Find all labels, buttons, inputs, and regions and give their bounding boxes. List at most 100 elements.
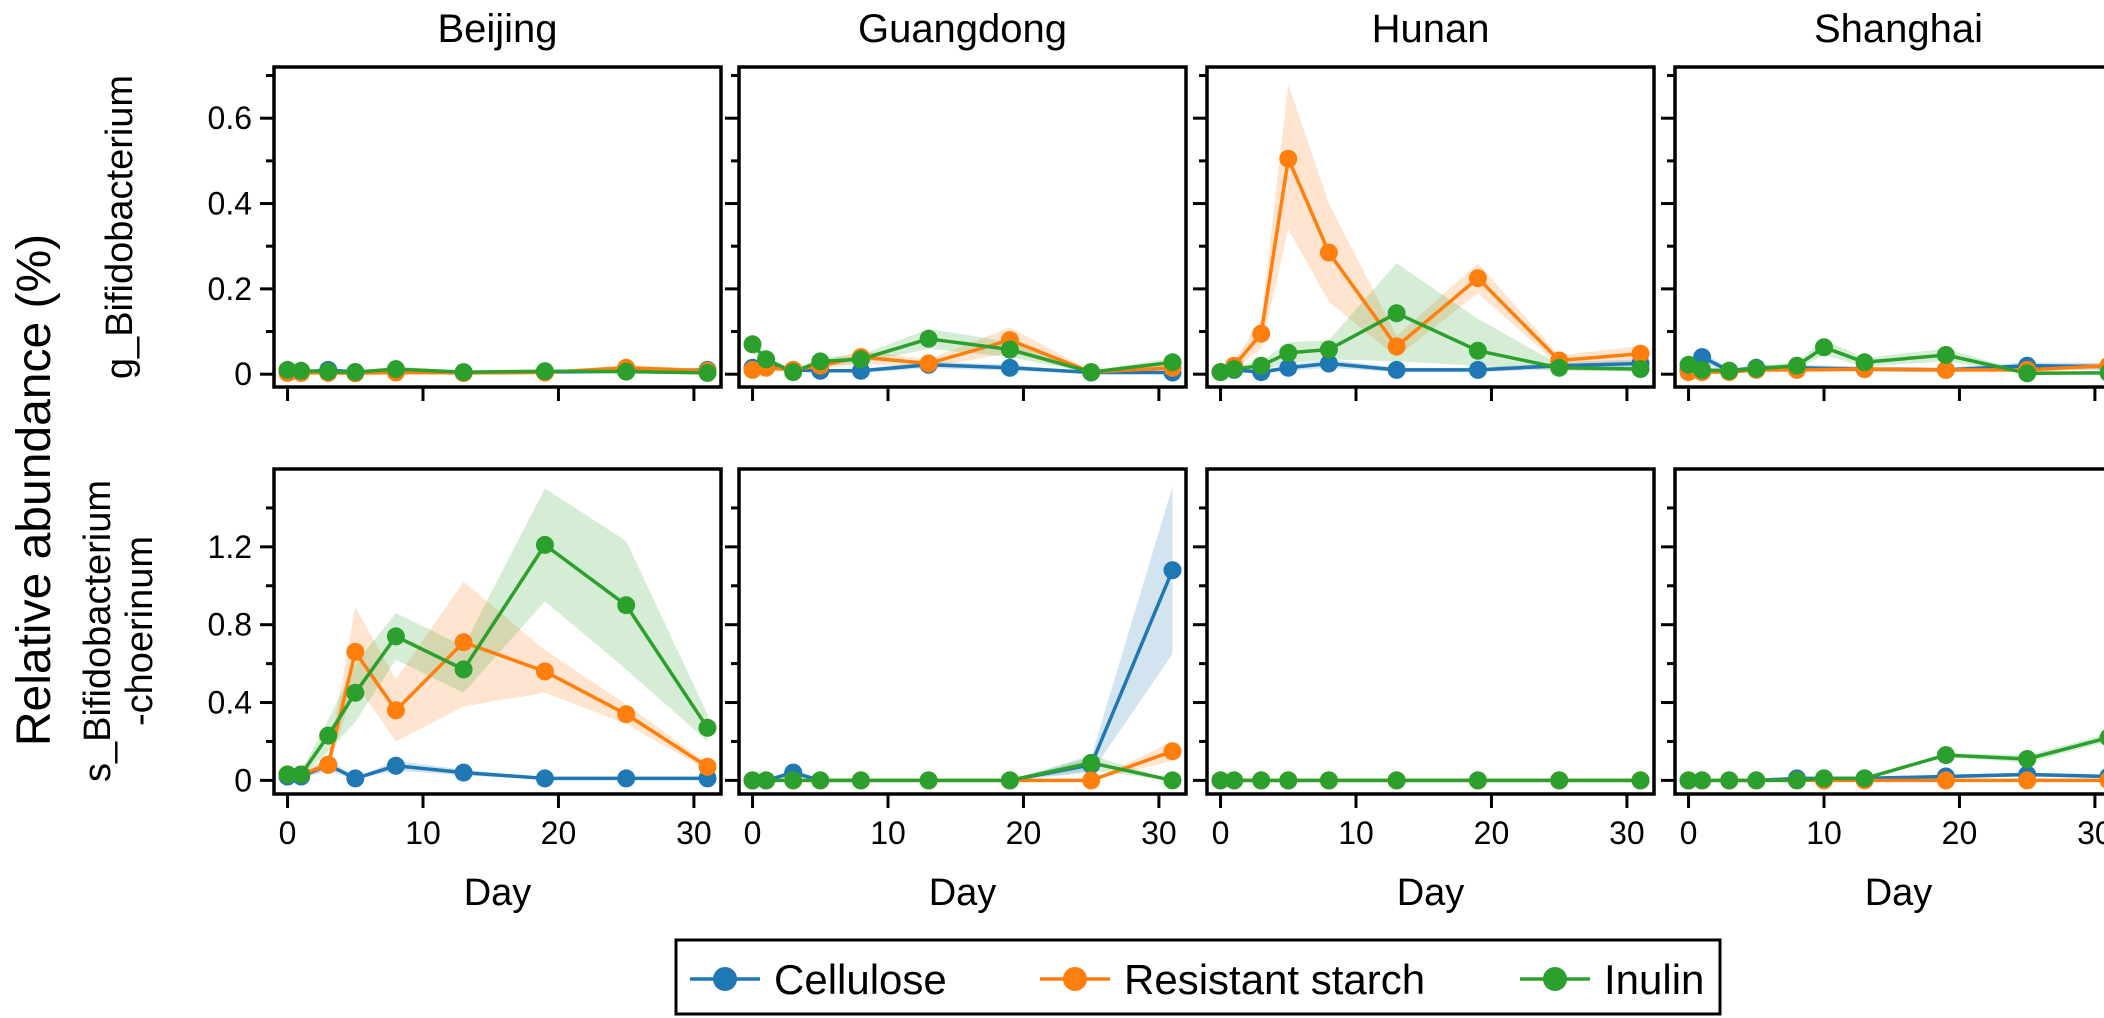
plot-frame xyxy=(272,65,723,389)
data-point-inulin xyxy=(319,362,338,381)
plot-frame xyxy=(1673,467,2104,796)
data-point-cellulose xyxy=(1163,561,1182,580)
data-point-resistant-starch xyxy=(386,701,405,720)
data-point-inulin xyxy=(919,329,938,348)
data-point-inulin xyxy=(1720,361,1739,380)
row-label: g_Bifidobacterium xyxy=(99,75,141,379)
data-point-resistant-starch xyxy=(454,633,473,652)
data-point-inulin xyxy=(1815,769,1833,788)
series-line-cellulose xyxy=(752,569,1175,783)
data-point-inulin xyxy=(1211,771,1230,790)
y-tick-label: 0 xyxy=(234,762,252,798)
y-axis-label: Relative abundance (%) xyxy=(8,234,61,746)
data-point-resistant-starch xyxy=(1631,344,1650,363)
x-tick-label: 10 xyxy=(1806,815,1842,851)
data-point-inulin xyxy=(1000,340,1019,359)
x-tick-label: 0 xyxy=(1680,815,1698,851)
data-point-inulin xyxy=(1468,771,1487,790)
data-point-inulin xyxy=(346,363,365,382)
plot-frame xyxy=(1673,65,2104,389)
data-point-inulin xyxy=(454,363,473,382)
data-point-cellulose xyxy=(1468,360,1487,379)
data-point-cellulose xyxy=(617,769,636,788)
data-point-inulin xyxy=(535,362,554,381)
panel-beijing-row1: 0 10 20 30 0 0.4 0.8 1.2 Day xyxy=(208,467,723,914)
data-point-inulin xyxy=(1747,771,1766,790)
data-point-inulin xyxy=(1693,360,1712,379)
data-point-inulin xyxy=(1468,341,1487,360)
data-point-inulin xyxy=(346,683,365,702)
data-point-inulin xyxy=(617,596,636,615)
panel-shanghai-row0: Shanghai xyxy=(1661,7,2104,401)
band-resistant-starch xyxy=(1220,84,1641,374)
data-point-inulin xyxy=(2018,364,2037,383)
panel-grid: 0 0.2 0.4 0.6 Beijing Guangdong Hunan Shanghai 0… xyxy=(208,7,2104,914)
data-point-resistant-starch xyxy=(1279,149,1298,168)
legend-marker xyxy=(1063,967,1087,991)
y-tick-label: 0 xyxy=(234,356,252,392)
y-tick-label: 1.2 xyxy=(208,529,252,565)
data-point-inulin xyxy=(1693,771,1712,790)
data-point-resistant-starch xyxy=(1468,269,1487,288)
data-point-inulin xyxy=(698,363,717,382)
x-tick-label: 10 xyxy=(1338,815,1374,851)
series-line-inulin xyxy=(1688,736,2104,783)
legend-entry-cellulose: Cellulose xyxy=(690,956,947,1003)
legend-entry-resistant-starch: Resistant starch xyxy=(1040,956,1425,1003)
data-point-resistant-starch xyxy=(2018,771,2037,790)
y-tick-label: 0.8 xyxy=(208,607,252,643)
data-point-resistant-starch xyxy=(1936,771,1955,790)
data-point-inulin xyxy=(1225,771,1244,790)
data-point-inulin xyxy=(1631,771,1650,790)
x-tick-label: 20 xyxy=(1474,815,1510,851)
data-point-inulin xyxy=(757,350,776,369)
x-tick-label: 30 xyxy=(1609,815,1645,851)
data-point-inulin xyxy=(1815,338,1833,357)
data-point-inulin xyxy=(1225,360,1244,379)
series-line-inulin xyxy=(1687,345,2104,376)
data-point-inulin xyxy=(1550,358,1569,377)
plot-frame xyxy=(737,467,1188,796)
panel-hunan-row0: Hunan xyxy=(1193,7,1656,401)
band-inulin xyxy=(287,488,708,778)
data-point-inulin xyxy=(1163,353,1182,372)
data-point-cellulose xyxy=(346,769,365,788)
data-point-inulin xyxy=(1936,346,1955,364)
data-point-inulin xyxy=(811,352,830,371)
data-point-resistant-starch xyxy=(1936,360,1955,379)
data-point-inulin xyxy=(1082,363,1101,382)
data-point-inulin xyxy=(1279,343,1298,362)
data-point-inulin xyxy=(292,361,311,380)
plot-frame xyxy=(737,65,1188,389)
data-point-resistant-starch xyxy=(346,642,365,661)
data-point-inulin xyxy=(2099,729,2104,746)
data-point-inulin xyxy=(386,360,405,379)
data-point-inulin xyxy=(278,360,297,379)
band-cellulose xyxy=(752,486,1173,781)
x-axis-label: Day xyxy=(1397,872,1465,914)
legend-label: Cellulose xyxy=(774,956,947,1003)
data-point-resistant-starch xyxy=(743,360,762,379)
data-point-resistant-starch xyxy=(1082,771,1101,790)
data-point-inulin xyxy=(1387,304,1406,323)
legend: Cellulose Resistant starch Inulin xyxy=(674,938,1722,1016)
data-point-inulin xyxy=(1787,771,1806,790)
data-point-inulin xyxy=(1252,356,1271,375)
x-tick-label: 0 xyxy=(1212,815,1230,851)
data-point-cellulose xyxy=(454,763,473,782)
data-point-inulin xyxy=(919,771,938,790)
data-point-resistant-starch xyxy=(698,757,717,776)
data-point-resistant-starch xyxy=(319,755,338,774)
data-point-inulin xyxy=(292,765,311,784)
data-point-inulin xyxy=(784,363,803,382)
y-tick-label: 0.2 xyxy=(208,271,252,307)
legend-label: Inulin xyxy=(1604,956,1704,1003)
legend-entry-inulin: Inulin xyxy=(1520,956,1704,1003)
data-point-resistant-starch xyxy=(1163,742,1182,761)
data-point-inulin xyxy=(1936,746,1955,765)
row-label: s_Bifidobacterium xyxy=(77,480,119,782)
legend-label: Resistant starch xyxy=(1124,956,1425,1003)
panel-hunan-row1: 0 10 20 30 Day xyxy=(1193,467,1656,914)
data-point-inulin xyxy=(1252,771,1271,790)
